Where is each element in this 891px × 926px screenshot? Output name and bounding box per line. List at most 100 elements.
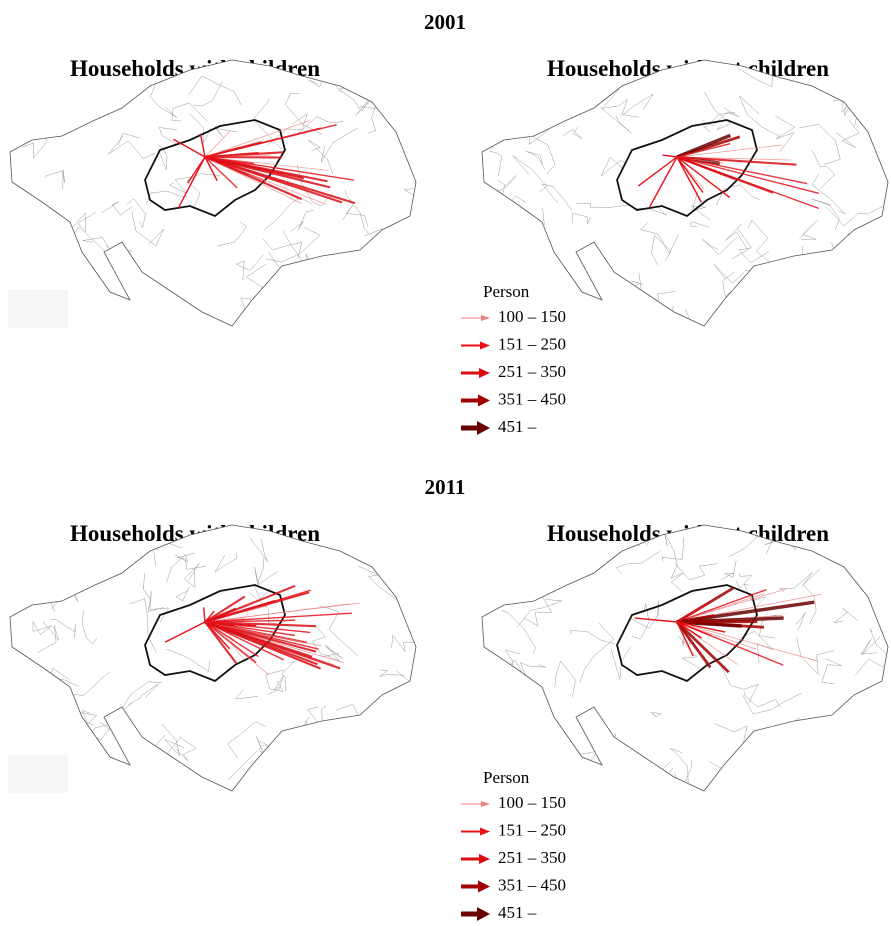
county-line [747,219,775,267]
county-line [838,262,878,310]
flow-line [177,156,206,208]
legend-label: 451 – [498,903,537,922]
flow-line [648,156,678,208]
county-line [811,198,840,230]
county-line [674,563,718,581]
county-line [866,775,887,791]
flow-line [676,133,732,159]
flow-line [676,156,704,193]
county-line [482,707,506,722]
placeholder-box [8,755,68,793]
flow-line [204,584,296,623]
county-line [833,608,859,624]
county-line [403,177,416,199]
county-line [10,630,11,667]
county-line [373,315,397,326]
county-line [725,223,749,259]
county-line [157,144,168,170]
flow-line [204,589,312,623]
county-line [19,687,51,722]
county-line [214,552,238,573]
legend-label: 351 – 450 [498,389,566,408]
county-line [319,605,359,657]
county-line [690,191,711,221]
county-line [37,621,59,653]
county-line [622,93,654,118]
flow-line [676,156,808,185]
county-line [23,106,37,132]
county-line [721,560,737,580]
county-line [183,563,200,588]
county-line [860,636,881,655]
county-line [704,92,732,130]
county-line [73,671,111,696]
county-line [81,610,98,645]
flow-line [634,617,678,623]
county-line [855,650,888,676]
county-line [601,89,628,116]
hungary-border [144,119,286,218]
county-line [678,635,700,669]
county-line [10,687,24,719]
county-line [44,169,65,190]
county-line [188,75,242,106]
county-line [265,669,285,692]
county-line [600,156,626,177]
county-line [497,62,521,95]
county-line [799,219,818,240]
county-line [349,525,366,530]
county-line [742,692,802,715]
legend-arrowhead [478,394,490,407]
county-line [736,573,753,589]
flow-line [204,124,337,158]
county-line [129,598,157,653]
flow-line [204,155,282,159]
county-line [254,557,265,586]
flow-line [204,603,350,623]
county-line [308,139,334,175]
flow-line [676,621,712,637]
county-line [802,569,820,625]
county-line [404,275,412,285]
legend-label: 100 – 150 [498,793,566,812]
flow-line [204,621,322,647]
flow-line [204,621,318,666]
flow-line [676,588,788,623]
county-line [775,115,796,152]
legend-label: 151 – 250 [498,334,566,353]
county-line [150,81,178,118]
county-line [235,254,264,281]
county-line [868,734,888,776]
county-line [117,132,141,146]
flow-line [676,621,694,657]
county-line [739,630,773,663]
flow-line [204,621,238,664]
flow-line [204,621,259,658]
county-line [177,553,206,570]
county-line [411,684,416,716]
county-line [337,87,376,110]
county-line [311,624,340,657]
region-outline [9,59,417,327]
flow-line [199,133,206,158]
legend: Person 100 – 150 151 – 250 251 – 350 351 – 4… [461,282,566,436]
county-line [10,243,22,288]
legend-label: 251 – 350 [498,362,566,381]
county-line [821,658,842,685]
county-line [812,720,844,760]
county-line [519,533,533,559]
county-line [826,60,868,77]
county-line [501,696,525,740]
county-line [836,120,860,148]
county-line [661,537,685,562]
county-line [796,637,835,676]
county-line [108,135,156,159]
county-line [734,305,755,326]
county-line [572,212,591,225]
county-line [610,646,631,680]
county-line [846,255,865,276]
county-line [690,221,710,228]
county-line [293,116,343,138]
legend-arrowhead [477,421,490,435]
county-line [161,723,185,757]
